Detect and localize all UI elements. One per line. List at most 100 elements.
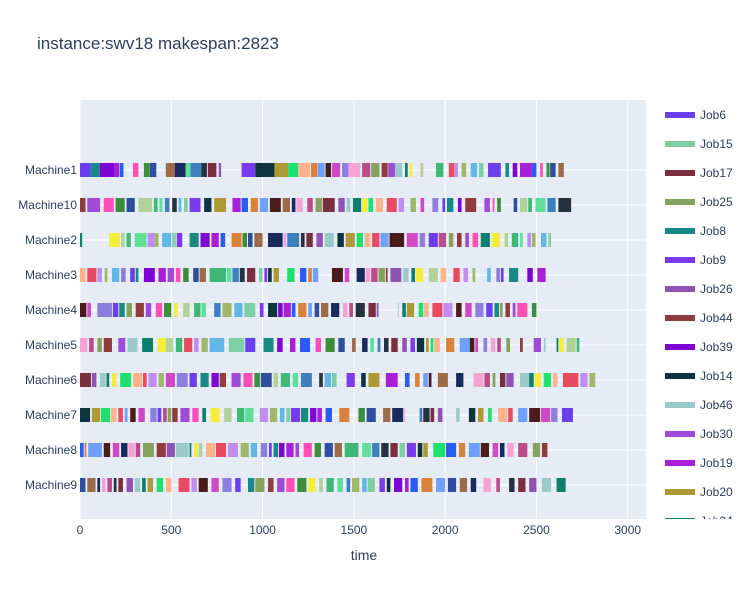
gantt-bar[interactable] bbox=[390, 443, 398, 457]
gantt-bar[interactable] bbox=[497, 198, 501, 212]
gantt-bar[interactable] bbox=[419, 408, 423, 422]
gantt-bar[interactable] bbox=[80, 233, 83, 247]
gantt-bar[interactable] bbox=[103, 338, 112, 352]
gantt-bar[interactable] bbox=[334, 443, 343, 457]
gantt-bar[interactable] bbox=[423, 408, 430, 422]
gantt-bar[interactable] bbox=[138, 198, 153, 212]
gantt-bar[interactable] bbox=[463, 268, 468, 282]
gantt-bar[interactable] bbox=[80, 373, 91, 387]
gantt-bar[interactable] bbox=[218, 163, 222, 177]
gantt-bar[interactable] bbox=[532, 443, 541, 457]
gantt-bar[interactable] bbox=[84, 443, 87, 457]
gantt-bar[interactable] bbox=[80, 198, 86, 212]
gantt-bar[interactable] bbox=[91, 408, 101, 422]
gantt-bar[interactable] bbox=[157, 338, 166, 352]
gantt-bar[interactable] bbox=[446, 338, 455, 352]
gantt-bar[interactable] bbox=[135, 443, 141, 457]
gantt-bar[interactable] bbox=[535, 198, 546, 212]
gantt-bar[interactable] bbox=[306, 233, 313, 247]
gantt-bar[interactable] bbox=[344, 268, 350, 282]
gantt-bar[interactable] bbox=[430, 408, 435, 422]
gantt-bar[interactable] bbox=[326, 478, 334, 492]
gantt-bar[interactable] bbox=[192, 408, 199, 422]
gantt-bar[interactable] bbox=[162, 233, 172, 247]
gantt-bar[interactable] bbox=[216, 443, 227, 457]
gantt-bar[interactable] bbox=[111, 373, 117, 387]
gantt-bar[interactable] bbox=[448, 233, 454, 247]
gantt-bar[interactable] bbox=[114, 163, 120, 177]
gantt-bar[interactable] bbox=[372, 233, 380, 247]
gantt-bar[interactable] bbox=[491, 233, 500, 247]
gantt-bar[interactable] bbox=[174, 303, 178, 317]
gantt-bar[interactable] bbox=[250, 443, 258, 457]
gantt-bar[interactable] bbox=[472, 268, 476, 282]
gantt-bar[interactable] bbox=[348, 163, 361, 177]
gantt-bar[interactable] bbox=[194, 303, 201, 317]
gantt-bar[interactable] bbox=[566, 338, 576, 352]
gantt-bar[interactable] bbox=[172, 198, 177, 212]
gantt-bar[interactable] bbox=[391, 338, 398, 352]
gantt-bar[interactable] bbox=[191, 478, 197, 492]
gantt-bar[interactable] bbox=[402, 338, 407, 352]
gantt-bar[interactable] bbox=[338, 338, 345, 352]
gantt-bar[interactable] bbox=[389, 233, 405, 247]
gantt-bar[interactable] bbox=[325, 338, 335, 352]
gantt-bar[interactable] bbox=[415, 268, 424, 282]
gantt-bar[interactable] bbox=[475, 338, 479, 352]
gantt-bar[interactable] bbox=[127, 338, 138, 352]
gantt-bar[interactable] bbox=[362, 198, 368, 212]
gantt-bar[interactable] bbox=[200, 233, 210, 247]
gantt-bar[interactable] bbox=[436, 478, 446, 492]
gantt-bar[interactable] bbox=[119, 303, 125, 317]
gantt-bar[interactable] bbox=[356, 233, 363, 247]
gantt-bar[interactable] bbox=[537, 268, 546, 282]
gantt-bar[interactable] bbox=[386, 478, 391, 492]
gantt-bar[interactable] bbox=[505, 303, 510, 317]
gantt-bar[interactable] bbox=[496, 268, 500, 282]
gantt-bar[interactable] bbox=[483, 338, 488, 352]
gantt-bar[interactable] bbox=[398, 198, 405, 212]
gantt-bar[interactable] bbox=[315, 338, 322, 352]
gantt-bar[interactable] bbox=[436, 163, 444, 177]
gantt-bar[interactable] bbox=[552, 373, 558, 387]
gantt-bar[interactable] bbox=[533, 338, 542, 352]
gantt-bar[interactable] bbox=[174, 163, 186, 177]
gantt-bar[interactable] bbox=[147, 233, 155, 247]
gantt-bar[interactable] bbox=[556, 338, 559, 352]
gantt-bar[interactable] bbox=[362, 163, 371, 177]
gantt-bar[interactable] bbox=[128, 443, 135, 457]
gantt-bar[interactable] bbox=[282, 198, 290, 212]
gantt-bar[interactable] bbox=[209, 338, 225, 352]
gantt-bar[interactable] bbox=[239, 268, 245, 282]
gantt-bar[interactable] bbox=[204, 198, 212, 212]
gantt-bar[interactable] bbox=[157, 408, 162, 422]
gantt-bar[interactable] bbox=[259, 408, 269, 422]
legend-item[interactable]: Job24 bbox=[660, 511, 752, 519]
gantt-bar[interactable] bbox=[500, 268, 504, 282]
gantt-bar[interactable] bbox=[480, 233, 490, 247]
gantt-bar[interactable] bbox=[478, 163, 484, 177]
gantt-bar[interactable] bbox=[80, 408, 91, 422]
gantt-bar[interactable] bbox=[184, 338, 193, 352]
gantt-bar[interactable] bbox=[443, 303, 453, 317]
gantt-bar[interactable] bbox=[254, 233, 263, 247]
gantt-bar[interactable] bbox=[550, 163, 556, 177]
gantt-bar[interactable] bbox=[486, 303, 493, 317]
gantt-bar[interactable] bbox=[456, 408, 460, 422]
gantt-bar[interactable] bbox=[224, 408, 232, 422]
gantt-bar[interactable] bbox=[296, 198, 303, 212]
gantt-bar[interactable] bbox=[135, 268, 139, 282]
gantt-bar[interactable] bbox=[346, 198, 351, 212]
gantt-bar[interactable] bbox=[143, 268, 155, 282]
gantt-bar[interactable] bbox=[159, 198, 163, 212]
gantt-bar[interactable] bbox=[457, 198, 462, 212]
gantt-bar[interactable] bbox=[297, 478, 307, 492]
gantt-bar[interactable] bbox=[286, 408, 290, 422]
gantt-bar[interactable] bbox=[338, 198, 345, 212]
gantt-bar[interactable] bbox=[106, 373, 110, 387]
gantt-bar[interactable] bbox=[176, 233, 183, 247]
gantt-bar[interactable] bbox=[112, 443, 120, 457]
gantt-bar[interactable] bbox=[352, 198, 362, 212]
gantt-bar[interactable] bbox=[371, 268, 378, 282]
gantt-bar[interactable] bbox=[388, 163, 395, 177]
